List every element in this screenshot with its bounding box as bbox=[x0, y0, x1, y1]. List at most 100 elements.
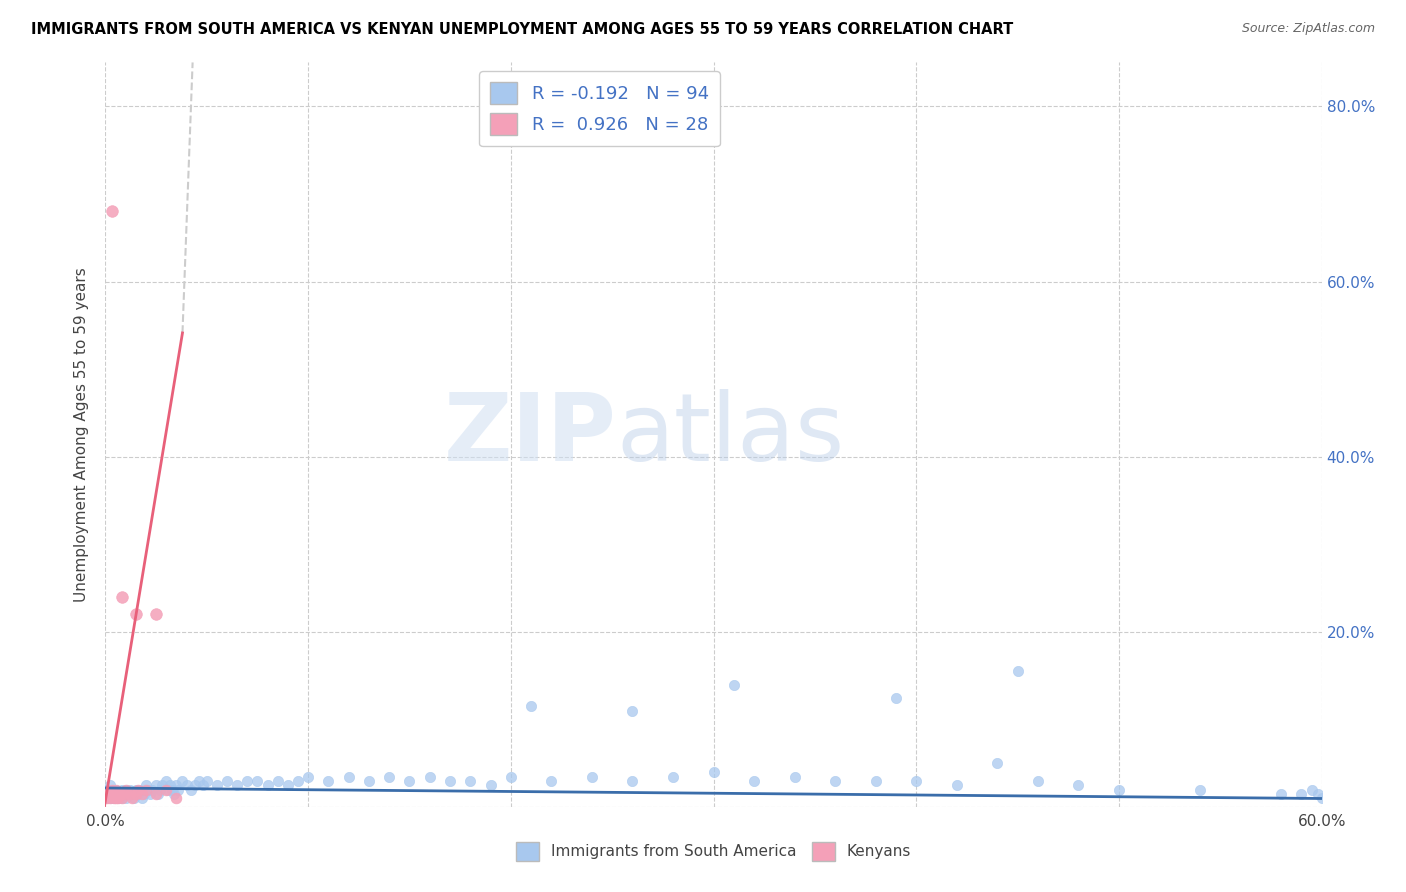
Point bbox=[723, 677, 745, 691]
Point bbox=[141, 782, 163, 797]
Point bbox=[98, 778, 121, 792]
Point bbox=[905, 774, 928, 789]
Point bbox=[100, 204, 122, 219]
Point bbox=[98, 787, 121, 801]
Point bbox=[1306, 787, 1329, 801]
Point bbox=[107, 787, 129, 801]
Point bbox=[236, 774, 259, 789]
Point bbox=[162, 782, 184, 797]
Point bbox=[100, 782, 122, 797]
Text: IMMIGRANTS FROM SOUTH AMERICA VS KENYAN UNEMPLOYMENT AMONG AGES 55 TO 59 YEARS C: IMMIGRANTS FROM SOUTH AMERICA VS KENYAN … bbox=[31, 22, 1014, 37]
Point bbox=[277, 778, 299, 792]
Point bbox=[1270, 787, 1292, 801]
Point bbox=[945, 778, 967, 792]
Point bbox=[205, 778, 228, 792]
Point bbox=[378, 770, 401, 784]
Point bbox=[398, 774, 420, 789]
Point bbox=[103, 791, 125, 805]
Point bbox=[621, 704, 644, 718]
Point bbox=[176, 778, 198, 792]
Point bbox=[742, 774, 765, 789]
Point bbox=[621, 774, 644, 789]
Point bbox=[100, 787, 122, 801]
Point bbox=[159, 778, 181, 792]
Point bbox=[865, 774, 887, 789]
Point bbox=[157, 782, 180, 797]
Point bbox=[104, 791, 127, 805]
Point bbox=[195, 774, 218, 789]
Point bbox=[318, 774, 340, 789]
Point bbox=[100, 791, 122, 805]
Point bbox=[103, 787, 125, 801]
Point bbox=[267, 774, 290, 789]
Point bbox=[180, 782, 202, 797]
Point bbox=[165, 778, 187, 792]
Point bbox=[1189, 782, 1212, 797]
Point bbox=[1026, 774, 1049, 789]
Point bbox=[172, 774, 194, 789]
Point bbox=[103, 787, 125, 801]
Point bbox=[149, 782, 172, 797]
Point bbox=[100, 782, 122, 797]
Point bbox=[98, 787, 121, 801]
Point bbox=[125, 607, 148, 622]
Point bbox=[1291, 787, 1313, 801]
Point bbox=[127, 787, 149, 801]
Point bbox=[884, 690, 907, 705]
Point bbox=[581, 770, 603, 784]
Point bbox=[479, 778, 502, 792]
Point bbox=[191, 778, 214, 792]
Point bbox=[114, 782, 136, 797]
Text: Source: ZipAtlas.com: Source: ZipAtlas.com bbox=[1241, 22, 1375, 36]
Point bbox=[112, 787, 135, 801]
Point bbox=[131, 787, 153, 801]
Point bbox=[135, 778, 157, 792]
Point bbox=[439, 774, 461, 789]
Point bbox=[986, 756, 1008, 771]
Point bbox=[1067, 778, 1090, 792]
Point bbox=[125, 782, 148, 797]
Point bbox=[96, 791, 118, 805]
Point bbox=[337, 770, 360, 784]
Point bbox=[100, 791, 122, 805]
Point bbox=[104, 782, 127, 797]
Point bbox=[114, 791, 136, 805]
Point bbox=[145, 778, 167, 792]
Point bbox=[246, 774, 269, 789]
Point bbox=[520, 699, 543, 714]
Point bbox=[98, 791, 121, 805]
Point bbox=[150, 778, 173, 792]
Point bbox=[136, 782, 159, 797]
Point bbox=[132, 787, 155, 801]
Text: ZIP: ZIP bbox=[443, 389, 616, 481]
Point bbox=[499, 770, 522, 784]
Point bbox=[1301, 782, 1323, 797]
Point bbox=[104, 791, 127, 805]
Point bbox=[96, 787, 118, 801]
Point bbox=[118, 787, 141, 801]
Legend: Immigrants from South America, Kenyans: Immigrants from South America, Kenyans bbox=[510, 836, 917, 867]
Point bbox=[131, 791, 153, 805]
Point bbox=[183, 778, 205, 792]
Point bbox=[145, 607, 167, 622]
Point bbox=[165, 791, 187, 805]
Point bbox=[139, 787, 162, 801]
Point bbox=[155, 782, 177, 797]
Point bbox=[114, 782, 136, 797]
Point bbox=[96, 782, 118, 797]
Point bbox=[111, 791, 134, 805]
Point bbox=[155, 774, 177, 789]
Y-axis label: Unemployment Among Ages 55 to 59 years: Unemployment Among Ages 55 to 59 years bbox=[75, 268, 90, 602]
Point bbox=[111, 590, 134, 604]
Point bbox=[111, 791, 134, 805]
Point bbox=[256, 778, 278, 792]
Point bbox=[129, 782, 152, 797]
Point bbox=[98, 791, 121, 805]
Point bbox=[112, 787, 135, 801]
Point bbox=[125, 787, 148, 801]
Point bbox=[96, 791, 118, 805]
Point bbox=[297, 770, 319, 784]
Point bbox=[145, 787, 167, 801]
Point bbox=[107, 791, 129, 805]
Point bbox=[702, 765, 725, 780]
